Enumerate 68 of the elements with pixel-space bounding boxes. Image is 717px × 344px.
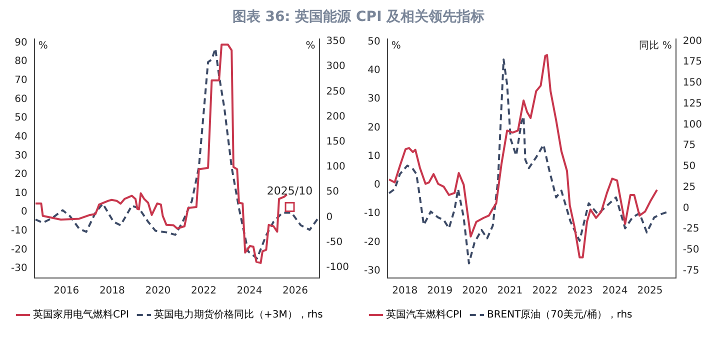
x-tick-label: 2021 [497, 286, 523, 297]
x-tick-label: 2022 [190, 286, 216, 297]
x-tick-label: 2019 [427, 286, 453, 297]
x-tick-label: 2025 [637, 286, 663, 297]
y-tick-label: 80 [14, 56, 28, 68]
x-tick-label: 2020 [145, 286, 171, 297]
x-tick-label: 2024 [602, 286, 628, 297]
annotation: 2025/10 [266, 184, 313, 198]
legend-label: 英国汽车燃料CPI [386, 308, 462, 321]
y2-tick-label: 200 [326, 111, 346, 122]
y-axis-title: % [391, 40, 401, 52]
y2-tick-label: 200 [682, 36, 702, 47]
y-tick-label: -30 [364, 265, 380, 276]
y-tick-label: 0 [20, 206, 28, 218]
y-tick-label: 30 [14, 150, 28, 162]
y2-tick-label: 350 [326, 36, 346, 48]
y-tick-label: 70 [14, 74, 28, 86]
y2-tick-label: 125 [682, 98, 702, 110]
y2-tick-label: 100 [682, 119, 702, 130]
x-tick-label: 2020 [462, 286, 488, 297]
y-tick-label: 60 [14, 94, 28, 105]
y2-tick-label: 150 [682, 78, 702, 89]
y-tick-label: 10 [368, 150, 380, 162]
y2-tick-label: 150 [326, 136, 346, 148]
x-tick-label: 2018 [392, 286, 418, 297]
y2-axis-title: 同比 % [639, 40, 672, 52]
legend-label: 英国家用电气燃料CPI [33, 308, 129, 321]
y-tick-label: -20 [10, 244, 28, 256]
x-tick-label: 2026 [282, 286, 308, 297]
y-tick-label: 90 [14, 37, 28, 48]
y-tick-label: -10 [364, 208, 380, 220]
y2-tick-label: -50 [682, 244, 700, 256]
y-tick-label: -10 [10, 226, 28, 237]
y2-tick-label: -25 [682, 224, 700, 235]
y2-tick-label: 250 [326, 86, 346, 98]
y2-tick-label: 25 [682, 182, 696, 193]
y-tick-label: 50 [14, 112, 28, 124]
y-tick-label: 20 [14, 169, 28, 180]
x-tick-label: 2024 [236, 286, 262, 297]
legend-label: 英国电力期货价格同比（+3M），rhs [154, 308, 323, 321]
y-tick-label: 40 [14, 131, 28, 142]
y2-tick-label: -75 [682, 265, 700, 276]
x-tick-label: 2016 [54, 286, 80, 297]
y2-tick-label: 300 [326, 61, 346, 72]
y-tick-label: 40 [368, 65, 380, 76]
y2-tick-label: 0 [326, 212, 333, 223]
y2-tick-label: -100 [326, 262, 350, 274]
y-tick-label: 10 [14, 188, 28, 199]
y2-tick-label: 50 [326, 186, 340, 198]
x-tick-label: 2022 [532, 286, 558, 297]
y2-tick-label: 0 [682, 202, 690, 214]
y-tick-label: -30 [10, 263, 28, 274]
text: 图表 36: 英国能源 CPI 及相关领先指标 [231, 8, 486, 27]
y-axis-title: % [38, 40, 48, 52]
y-tick-label: 30 [368, 94, 380, 105]
y2-tick-label: 175 [682, 56, 702, 68]
x-tick-label: 2018 [99, 286, 125, 297]
y-tick-label: 20 [368, 122, 380, 134]
y2-tick-label: 50 [682, 161, 696, 172]
y-tick-label: 50 [368, 36, 380, 48]
y-tick-label: -20 [364, 236, 380, 248]
y2-tick-label: -50 [326, 236, 343, 248]
y2-axis-title: % [306, 40, 316, 52]
y-tick-label: 0 [374, 180, 380, 191]
x-tick-label: 2023 [567, 286, 593, 297]
y2-tick-label: 75 [682, 140, 696, 152]
legend-label: BRENT原油（70美元/桶），rhs [486, 308, 632, 321]
y2-tick-label: 100 [326, 162, 346, 173]
